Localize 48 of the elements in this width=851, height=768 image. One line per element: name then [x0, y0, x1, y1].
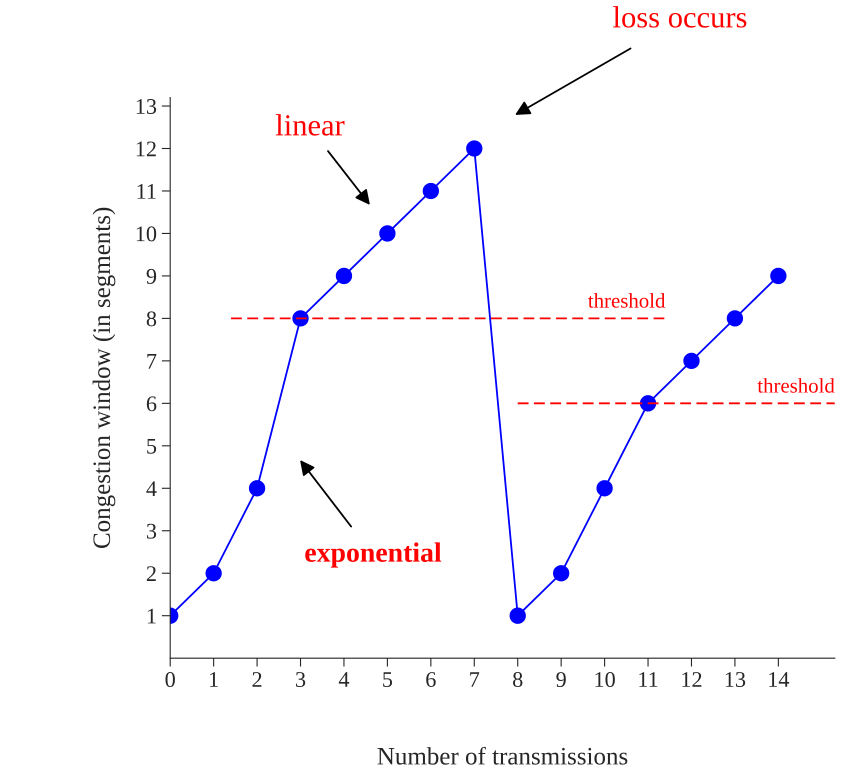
y-axis-title: Congestion window (in segments): [92, 208, 116, 548]
y-tick-label: 5: [147, 438, 156, 454]
y-tick-label: 6: [146, 396, 156, 412]
y-tick-label: 1: [148, 608, 156, 624]
x-tick-label: 14: [769, 672, 790, 687]
y-tick-label: 8: [146, 311, 156, 326]
point: [726, 310, 744, 327]
y-tick-label: 11: [138, 184, 156, 199]
y-tick-label: 13: [136, 99, 156, 114]
x-tick-label: 9: [556, 672, 566, 688]
x-tick-label: 11: [639, 672, 658, 687]
x-tick-label: 12: [682, 672, 702, 687]
x-tick-label: 4: [338, 672, 350, 687]
x-tick-label: 13: [726, 672, 746, 688]
y-tick-label: 4: [146, 481, 157, 496]
point: [683, 352, 700, 370]
x-tick-label: 0: [165, 672, 175, 688]
y-tick-label: 7: [147, 354, 156, 369]
x-tick-label: 5: [383, 672, 392, 688]
x-tick-label: 1: [210, 672, 218, 687]
y-tick-label: 10: [136, 226, 156, 242]
point: [510, 608, 526, 624]
x-tick-label: 10: [595, 672, 615, 688]
x-tick-label: 3: [296, 672, 306, 688]
point: [770, 268, 787, 284]
y-tick-label: 2: [146, 566, 156, 581]
x-tick-label: 8: [513, 672, 522, 688]
point: [248, 480, 266, 496]
annotation: exponential: [305, 542, 442, 568]
x-tick-label: 2: [252, 672, 262, 687]
y-tick-label: 9: [146, 268, 156, 284]
point: [205, 565, 222, 582]
point: [553, 565, 570, 582]
point: [596, 480, 613, 496]
point: [379, 225, 396, 242]
y-tick-label: 3: [146, 524, 156, 539]
point: [336, 268, 352, 284]
point: [422, 182, 439, 200]
text: loss occurs: [613, 6, 746, 28]
x-tick-label: 7: [470, 672, 480, 687]
series-label: threshold: [758, 378, 835, 393]
x-axis-title: Number of transmissions: [378, 746, 628, 765]
series-label: threshold: [588, 293, 666, 308]
annotation: linear: [276, 114, 345, 136]
y-tick-label: 12: [136, 142, 156, 156]
point: [640, 395, 656, 412]
x-tick-label: 6: [426, 672, 436, 688]
point: [466, 140, 482, 157]
